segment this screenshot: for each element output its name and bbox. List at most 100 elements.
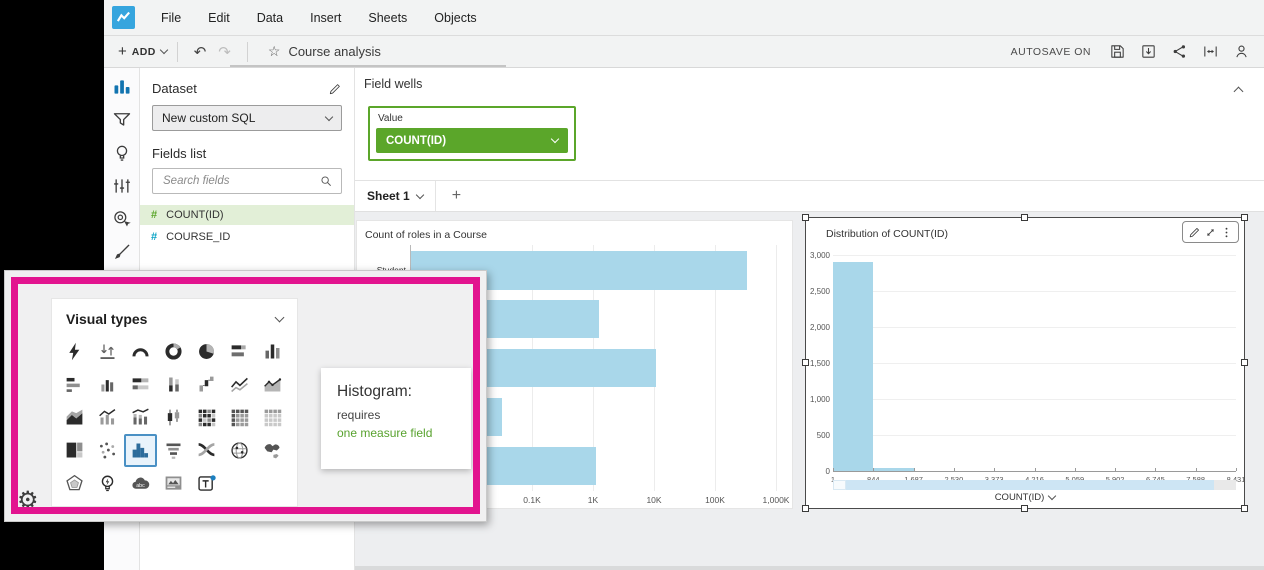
scrollbar-grip[interactable] [833, 480, 846, 490]
visual-type-funnel[interactable] [157, 434, 190, 467]
field-course_id[interactable]: # COURSE_ID [140, 227, 354, 247]
visual-type-waterfall[interactable] [190, 368, 223, 401]
scrollbar-thumb[interactable] [846, 480, 1214, 490]
resize-handle[interactable] [1021, 505, 1028, 512]
visual-type-word-cloud[interactable]: abc [124, 467, 157, 500]
visual-type-donut-chart[interactable] [157, 335, 190, 368]
visual-type-insights[interactable] [91, 467, 124, 500]
x-tick-label: 6,745 [1146, 475, 1165, 484]
visual-type-pie-chart[interactable] [190, 335, 223, 368]
visual-type-gauge[interactable] [124, 335, 157, 368]
histogram-bar[interactable] [833, 262, 874, 471]
visual-type-sankey[interactable] [190, 434, 223, 467]
visual-type-tree-map[interactable] [58, 434, 91, 467]
visual-type-auto-graph[interactable] [58, 335, 91, 368]
rail-item-actions[interactable] [112, 209, 132, 229]
autosave-status[interactable]: AUTOSAVE ON [1010, 45, 1091, 58]
x-tick [1034, 468, 1036, 471]
expand-visual-icon[interactable] [1204, 226, 1217, 239]
add-button[interactable]: + ADD [118, 43, 168, 60]
tab-sheet-1[interactable]: Sheet 1 [355, 181, 436, 211]
visual-type-box-plot[interactable] [157, 401, 190, 434]
visual-type-horizontal-stacked-bar[interactable] [223, 335, 256, 368]
visual-menu-kebab-icon[interactable] [1220, 226, 1233, 239]
visual-type-combo-stacked-bar-line[interactable] [124, 401, 157, 434]
resize-handle[interactable] [802, 505, 809, 512]
redo-button[interactable]: ↷ [218, 43, 231, 61]
menu-sheets[interactable]: Sheets [368, 10, 408, 25]
histogram-bar[interactable] [873, 468, 914, 471]
fit-width-icon[interactable] [1202, 43, 1219, 60]
gear-icon[interactable]: ⚙ [17, 487, 39, 514]
x-axis-line [833, 471, 1236, 472]
menu-data[interactable]: Data [256, 10, 284, 25]
share-icon[interactable] [1171, 43, 1188, 60]
visual-type-heat-map[interactable] [190, 401, 223, 434]
add-sheet-button[interactable]: + [451, 187, 462, 204]
search-box [152, 168, 342, 194]
visual-type-table[interactable] [256, 401, 289, 434]
menu-insert[interactable]: Insert [310, 10, 342, 25]
visual-type-custom-visual[interactable] [157, 467, 190, 500]
visual-type-vertical-bar-chart[interactable] [256, 335, 289, 368]
collapse-field-wells-button[interactable] [1233, 82, 1244, 100]
star-icon[interactable]: ☆ [267, 43, 281, 59]
export-icon[interactable] [1140, 43, 1157, 60]
tooltip-title: Histogram: [337, 383, 412, 400]
menu-objects[interactable]: Objects [434, 10, 477, 25]
value-field-pill[interactable]: COUNT(ID) [376, 128, 568, 153]
user-icon[interactable] [1233, 43, 1250, 60]
resize-handle[interactable] [802, 359, 809, 366]
dataset-select[interactable]: New custom SQL [152, 105, 342, 131]
visual-type-horizontal-stacked-100[interactable] [124, 368, 157, 401]
edit-visual-pencil-icon[interactable] [1188, 226, 1201, 239]
search-icon[interactable] [319, 174, 333, 188]
quicksight-logo-icon[interactable] [112, 6, 135, 29]
visual-type-pivot-table[interactable] [223, 401, 256, 434]
visual-type-vertical-stacked-bar[interactable] [157, 368, 190, 401]
histogram-visual-selected[interactable]: Distribution of COUNT(ID) 0 500 1,000 1,500… [802, 214, 1248, 512]
visual-type-horizontal-bar-chart[interactable] [58, 368, 91, 401]
visual-type-area-line-chart[interactable] [256, 368, 289, 401]
save-icon[interactable] [1109, 43, 1126, 60]
menu-edit[interactable]: Edit [208, 10, 230, 25]
rail-item-themes[interactable] [112, 242, 132, 262]
value-well-label: Value [378, 113, 403, 124]
histogram-scrollbar[interactable] [833, 480, 1236, 490]
visual-type-combo-bar-line[interactable] [91, 401, 124, 434]
visual-type-scatter-plot[interactable] [91, 434, 124, 467]
rail-item-parameters[interactable] [112, 176, 132, 196]
menu-file[interactable]: File [161, 10, 182, 25]
resize-handle[interactable] [1021, 214, 1028, 221]
visual-type-histogram-selected[interactable] [124, 434, 157, 467]
x-tick [1115, 468, 1117, 471]
rail-item-visualize[interactable] [112, 77, 132, 97]
visual-type-kpi[interactable] [91, 335, 124, 368]
visual-type-filled-map[interactable] [256, 434, 289, 467]
chevron-down-icon[interactable] [274, 312, 285, 323]
visual-type-line-chart[interactable] [223, 368, 256, 401]
visual-type-vertical-grouped-bar[interactable] [91, 368, 124, 401]
visual-type-radar-chart[interactable] [58, 467, 91, 500]
resize-handle[interactable] [1241, 359, 1248, 366]
rail-item-filter[interactable] [112, 110, 132, 130]
rail-item-insights[interactable] [112, 143, 132, 163]
histogram-x-axis-label[interactable]: COUNT(ID) [806, 491, 1244, 503]
visual-type-points-on-map[interactable] [223, 434, 256, 467]
pencil-icon[interactable] [328, 82, 342, 96]
x-tick-label: 5,902 [1106, 475, 1125, 484]
visual-type-text-box[interactable] [190, 467, 223, 500]
separator [246, 41, 248, 62]
resize-handle[interactable] [1241, 505, 1248, 512]
y-tick-label: 2,000 [809, 323, 830, 332]
resize-handle[interactable] [1241, 214, 1248, 221]
gridline [715, 245, 716, 491]
menubar: File Edit Data Insert Sheets Objects [104, 0, 1264, 36]
x-tick-label: 8,431 [1226, 475, 1246, 484]
resize-handle[interactable] [802, 214, 809, 221]
visual-type-stacked-area[interactable] [58, 401, 91, 434]
visual-types-heading: Visual types [66, 311, 148, 327]
search-input[interactable] [161, 174, 319, 188]
undo-button[interactable]: ↶ [193, 43, 207, 61]
field-count(id)[interactable]: # COUNT(ID) [140, 205, 354, 225]
